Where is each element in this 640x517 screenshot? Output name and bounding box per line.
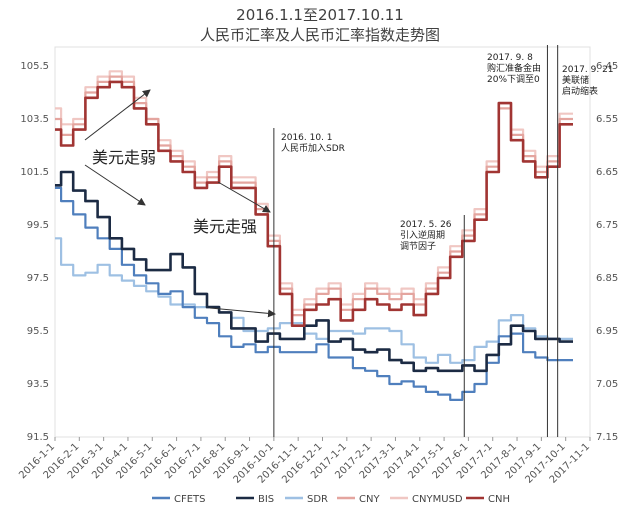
legend-label: BIS <box>258 494 274 505</box>
annotation-arrow <box>84 89 151 141</box>
annotation-arrow <box>217 181 271 213</box>
y-left-tick-label: 103.5 <box>20 114 49 125</box>
legend-label: CNYMUSD <box>412 494 463 505</box>
annotation-arrow <box>84 164 146 206</box>
y-right-tick-label: 6.65 <box>596 167 618 178</box>
annotation-arrow <box>209 307 276 318</box>
x-axis: 2016-1-12016-2-12016-3-12016-4-12016-5-1… <box>17 437 592 486</box>
annotation-big-text: 美元走强 <box>193 217 257 236</box>
annotation-text: 20%下调至0 <box>487 74 540 85</box>
legend-label: CNH <box>488 494 510 505</box>
y-left-tick-label: 93.5 <box>27 379 49 390</box>
y-left-tick-label: 101.5 <box>20 167 49 178</box>
annotation-text: 2017. 9. 21 <box>562 65 614 75</box>
y-left-axis: 105.5 103.5 101.5 99.5 97.5 95.5 93.5 91.5 <box>20 61 49 443</box>
annotation-text: 2017. 9. 8 <box>487 53 533 63</box>
y-right-tick-label: 6.55 <box>596 114 618 125</box>
chart-title: 2016.1.1至2017.10.11 <box>236 6 404 24</box>
series-line-cnh <box>55 80 573 327</box>
series-line-cfets <box>55 186 573 401</box>
y-left-tick-label: 91.5 <box>27 432 49 443</box>
annotation-text: 购汇准备金由 <box>487 62 541 74</box>
y-right-tick-label: 6.85 <box>596 273 618 284</box>
series-line-bis <box>55 170 573 373</box>
legend-label: CNY <box>359 494 380 505</box>
annotation-big-text: 美元走弱 <box>92 148 156 167</box>
annotation-text: 启动缩表 <box>562 85 598 97</box>
chart-subtitle: 人民币汇率及人民币汇率指数走势图 <box>200 26 440 44</box>
y-left-tick-label: 105.5 <box>20 61 49 72</box>
y-right-tick-label: 6.95 <box>596 326 618 337</box>
event-lines <box>273 45 559 437</box>
annotation-text: 2016. 10. 1 <box>281 133 333 143</box>
y-right-tick-label: 7.15 <box>596 432 618 443</box>
annotation-text: 引入逆周期 <box>400 229 445 241</box>
y-right-tick-label: 6.75 <box>596 220 618 231</box>
legend-label: SDR <box>307 494 328 505</box>
series-layer <box>55 70 573 401</box>
y-left-tick-label: 95.5 <box>27 326 49 337</box>
series-line-sdr <box>55 237 573 364</box>
legend-label: CFETS <box>174 494 206 505</box>
y-left-tick-label: 99.5 <box>27 220 49 231</box>
legend: CFETS BIS SDR CNY CNYMUSD CNH <box>152 494 510 505</box>
y-left-tick-label: 97.5 <box>27 273 49 284</box>
series-line-cny <box>55 75 573 317</box>
annotation-text: 美联储 <box>562 74 589 86</box>
annotation-text: 人民币加入SDR <box>281 143 345 154</box>
y-right-axis: 6.45 6.55 6.65 6.75 6.85 6.95 7.05 7.15 <box>596 61 618 443</box>
y-right-tick-label: 7.05 <box>596 379 618 390</box>
y-right-tick-label: 6.45 <box>596 61 618 72</box>
annotation-text: 调节因子 <box>400 241 436 252</box>
annotation-text: 2017. 5. 26 <box>400 220 452 230</box>
